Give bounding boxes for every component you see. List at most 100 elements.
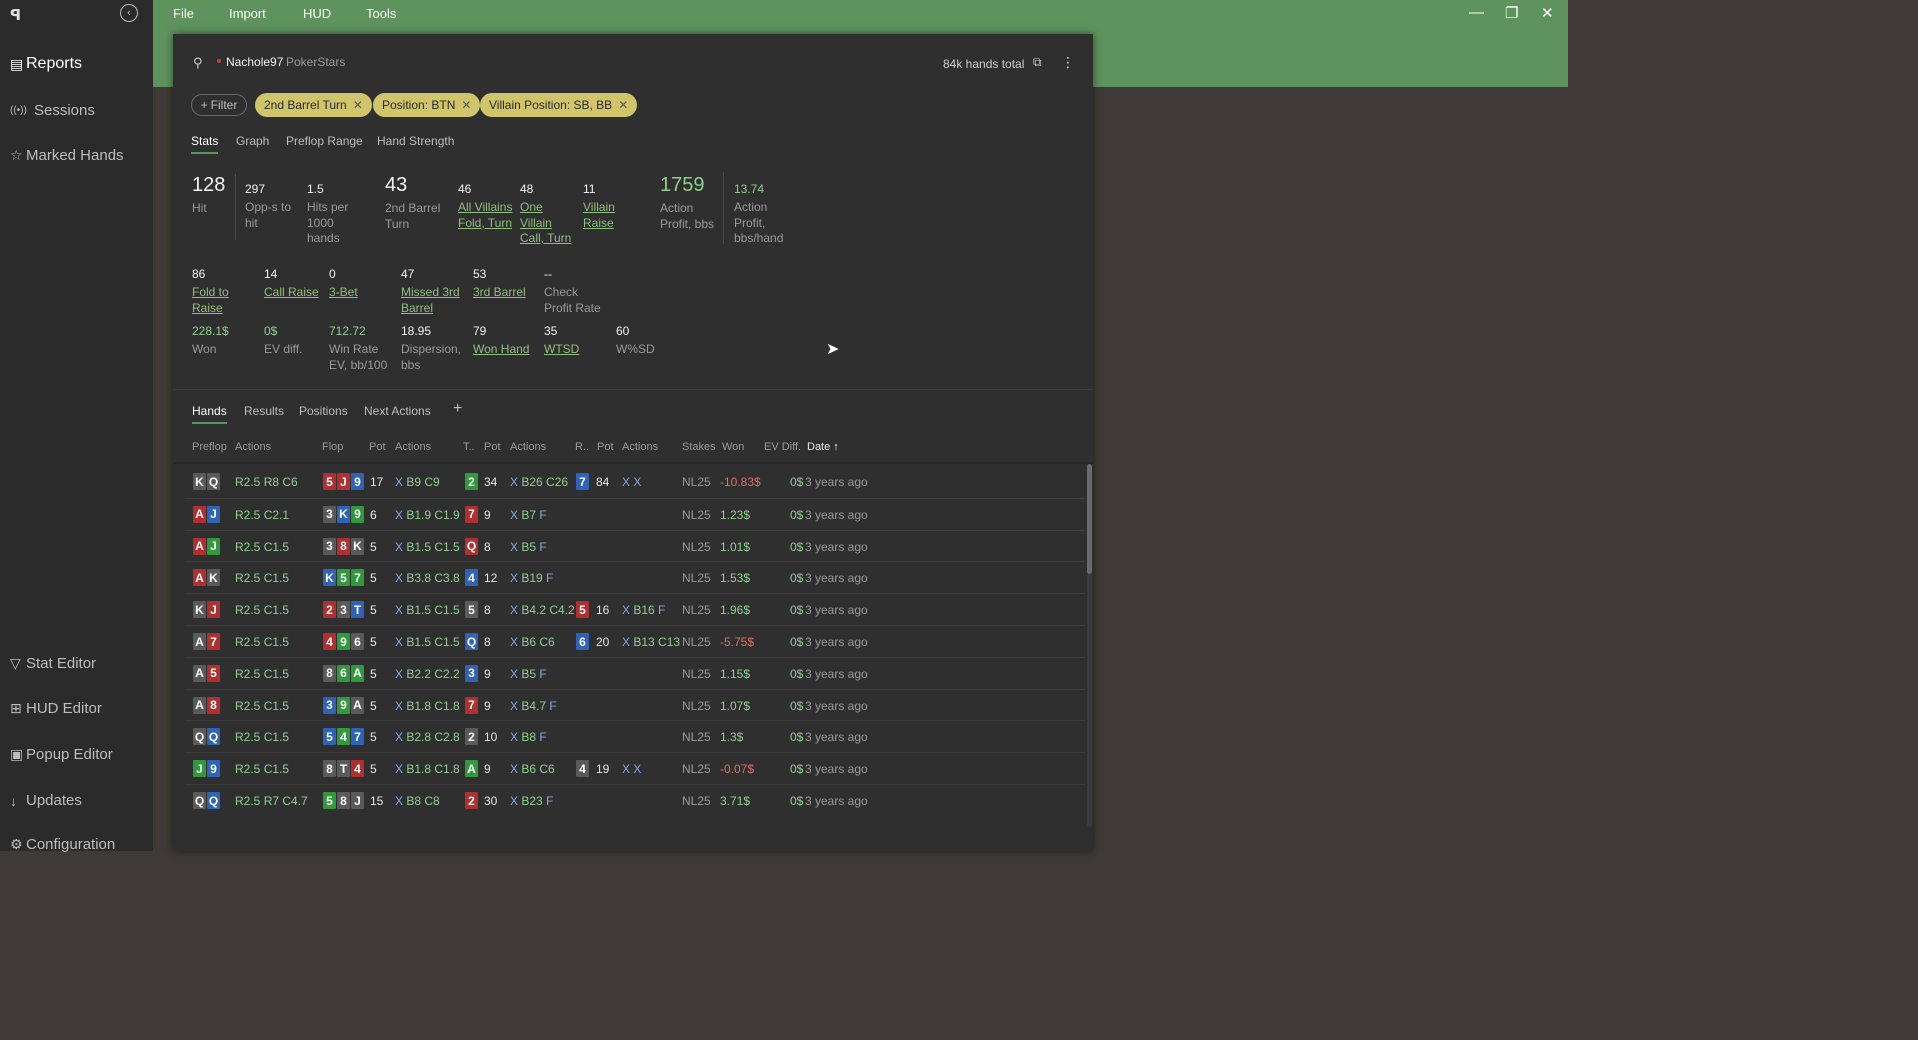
table-row[interactable]: A 7 R2.5 C1.5 4 9 6 5 X B1.5 C1.5 Q 8 X B6 C6 6 20 X … — [185, 625, 1085, 656]
stat-all-villains-fold[interactable]: 46 All Villains Fold, Turn — [458, 182, 514, 231]
stat-label[interactable]: Missed 3rd Barrel — [401, 285, 460, 315]
filter-chip[interactable]: Position: BTN ✕ — [373, 93, 481, 117]
close-icon[interactable]: ✕ — [461, 98, 472, 112]
col-stakes[interactable]: Stakes — [682, 441, 716, 453]
back-icon[interactable]: ‹ — [120, 4, 138, 22]
filter-label: Filter — [210, 98, 238, 112]
sidebar-item-configuration[interactable]: ⚙ Configuration — [10, 836, 115, 853]
playing-card: 2 — [465, 728, 478, 746]
table-row[interactable]: K Q R2.5 R8 C6 5 J 9 17 X B9 C9 2 34 X B26 C26 7 84 X… — [185, 466, 1085, 497]
stat-label[interactable]: Call Raise — [264, 285, 319, 299]
tab-positions[interactable]: Positions — [299, 404, 348, 418]
col-flop-pot[interactable]: Pot — [369, 441, 386, 453]
close-icon[interactable]: ✕ — [1541, 5, 1554, 22]
col-preflop[interactable]: Preflop — [192, 441, 227, 453]
sidebar-item-popup-editor[interactable]: ▣ Popup Editor — [10, 746, 113, 763]
playing-card: 5 — [576, 601, 589, 619]
username[interactable]: Nachole97 — [226, 55, 284, 69]
col-preflop-actions[interactable]: Actions — [235, 441, 272, 453]
add-tab-button[interactable]: + — [453, 400, 463, 417]
close-icon[interactable]: ✕ — [618, 98, 629, 112]
filter-chip[interactable]: Villain Position: SB, BB ✕ — [480, 93, 638, 117]
turn-actions: X B5 F — [510, 667, 547, 681]
stat-label[interactable]: 3rd Barrel — [473, 285, 526, 299]
stat-3-bet[interactable]: 0 3-Bet — [329, 267, 379, 301]
gear-icon: ⚙ — [10, 836, 23, 852]
open-external-icon[interactable]: ⧉ — [1033, 55, 1042, 69]
col-turn[interactable]: T.. — [463, 441, 475, 453]
table-row[interactable]: A J R2.5 C1.5 3 8 K 5 X B1.5 C1.5 Q 8 X B5 F NL25 1.… — [185, 529, 1085, 561]
more-menu-icon[interactable]: ⋮ — [1061, 54, 1075, 70]
tab-hand-strength[interactable]: Hand Strength — [377, 134, 455, 148]
col-turn-actions[interactable]: Actions — [510, 441, 547, 453]
scrollbar[interactable] — [1087, 464, 1092, 827]
stat-label[interactable]: Fold to Raise — [192, 285, 229, 315]
col-won[interactable]: Won — [722, 441, 745, 453]
river-pot: 16 — [596, 603, 610, 618]
sidebar-item-updates[interactable]: ↓ Updates — [10, 792, 82, 809]
col-flop-actions[interactable]: Actions — [395, 441, 432, 453]
stat-label[interactable]: 3-Bet — [329, 285, 358, 299]
tab-preflop-range[interactable]: Preflop Range — [286, 134, 363, 148]
stat-one-villain-call[interactable]: 48 One Villain Call, Turn — [520, 182, 576, 247]
col-ev-diff[interactable]: EV Diff. — [764, 441, 802, 453]
table-row[interactable]: J 9 R2.5 C1.5 8 T 4 5 X B1.8 C1.8 A 9 X B6 C6 4 19 X … — [185, 752, 1085, 783]
tab-next-actions[interactable]: Next Actions — [364, 404, 431, 418]
won-amount: 1.07$ — [720, 698, 751, 713]
sidebar-item-stat-editor[interactable]: ▽ Stat Editor — [10, 655, 96, 672]
table-row[interactable]: A K R2.5 C1.5 K 5 7 5 X B3.8 C3.8 4 12 X B19 F NL25… — [185, 561, 1085, 592]
sidebar-item-reports[interactable]: ▤ Reports — [10, 55, 82, 73]
playing-card: Q — [207, 473, 220, 490]
action-token: X — [510, 762, 519, 777]
playing-card: 5 — [337, 569, 350, 587]
tab-hands[interactable]: Hands — [192, 404, 227, 424]
col-flop[interactable]: Flop — [322, 441, 344, 453]
stat-label[interactable]: Won Hand — [473, 342, 530, 356]
table-row[interactable]: A 8 R2.5 C1.5 3 9 A 5 X B1.8 C1.8 7 9 X B4.7 F NL25… — [185, 688, 1085, 720]
filter-chip[interactable]: 2nd Barrel Turn ✕ — [255, 93, 372, 117]
menu-hud[interactable]: HUD — [303, 6, 332, 21]
stat-villain-raise[interactable]: 11 Villain Raise — [583, 182, 633, 231]
tab-graph[interactable]: Graph — [236, 134, 270, 148]
filter-icon: ▽ — [10, 655, 21, 671]
action-token: C1.5 — [260, 603, 290, 618]
table-row[interactable]: Q Q R2.5 R7 C4.7 5 8 J 15 X B8 C8 2 30 X B23 F NL25… — [185, 784, 1085, 815]
close-icon[interactable]: ✕ — [352, 98, 363, 112]
col-date[interactable]: Date ↑ — [807, 441, 839, 453]
col-river-actions[interactable]: Actions — [622, 441, 659, 453]
table-row[interactable]: A 5 R2.5 C1.5 8 6 A 5 X B2.2 C2.2 3 9 X B5 F NL25 1.… — [185, 656, 1085, 688]
stakes: NL25 — [682, 794, 711, 808]
filter-button[interactable]: + Filter — [191, 94, 247, 116]
table-row[interactable]: A J R2.5 C2.1 3 K 9 6 X B1.9 C1.9 7 9 X B7 F NL25 1.… — [185, 497, 1085, 529]
scrollbar-thumb[interactable] — [1087, 464, 1092, 574]
stat-label[interactable]: WTSD — [544, 342, 580, 356]
action-token: B16 — [630, 603, 655, 618]
stat-fold-to-raise[interactable]: 86 Fold to Raise — [192, 267, 236, 316]
stat-label[interactable]: Villain Raise — [583, 200, 615, 230]
menu-import[interactable]: Import — [229, 6, 266, 21]
divider — [723, 172, 724, 244]
sidebar-item-sessions[interactable]: ((•)) Sessions — [10, 102, 95, 119]
stat-label[interactable]: All Villains Fold, Turn — [458, 200, 513, 230]
stat-label[interactable]: One Villain Call, Turn — [520, 200, 572, 245]
col-river[interactable]: R.. — [575, 441, 590, 453]
stat-call-raise[interactable]: 14 Call Raise — [264, 267, 324, 301]
menu-file[interactable]: File — [173, 6, 194, 21]
action-token: X — [510, 794, 519, 808]
table-row[interactable]: K J R2.5 C1.5 2 3 T 5 X B1.5 C1.5 5 8 X B4.2 C4.2 5… — [185, 593, 1085, 624]
tab-stats[interactable]: Stats — [191, 134, 219, 154]
sidebar-item-hud-editor[interactable]: ⊞ HUD Editor — [10, 700, 102, 717]
minimize-icon[interactable]: — — [1469, 4, 1484, 21]
stat-3rd-barrel[interactable]: 53 3rd Barrel — [473, 267, 533, 301]
col-turn-pot[interactable]: Pot — [484, 441, 501, 453]
stat-wtsd[interactable]: 35 WTSD — [544, 324, 594, 358]
menu-tools[interactable]: Tools — [366, 6, 397, 21]
maximize-icon[interactable]: ❐ — [1505, 5, 1519, 22]
tab-results[interactable]: Results — [244, 404, 285, 418]
table-row[interactable]: Q Q R2.5 C1.5 5 4 7 5 X B2.8 C2.8 2 10 X B8 F NL25 1… — [185, 720, 1085, 751]
stat-won-hand[interactable]: 79 Won Hand — [473, 324, 533, 358]
star-icon: ☆ — [10, 147, 23, 163]
col-river-pot[interactable]: Pot — [597, 441, 614, 453]
stat-missed-3rd-barrel[interactable]: 47 Missed 3rd Barrel — [401, 267, 461, 316]
sidebar-item-marked-hands[interactable]: ☆ Marked Hands — [10, 147, 124, 164]
